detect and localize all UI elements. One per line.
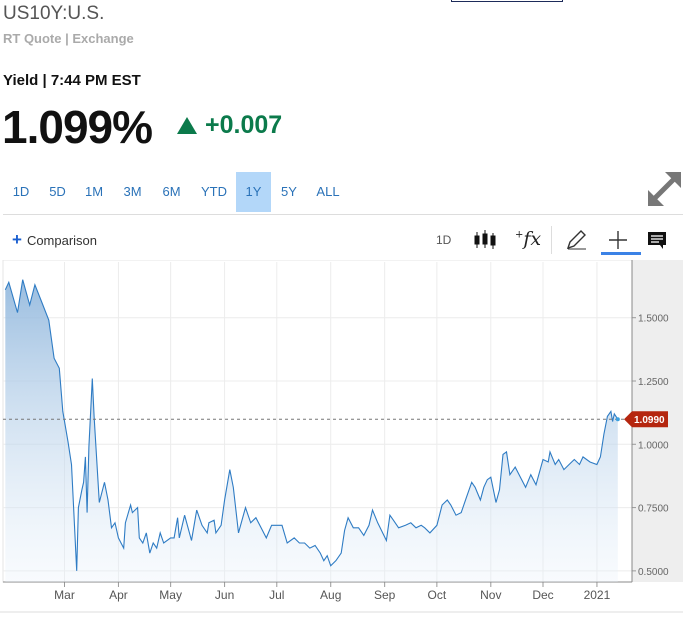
- x-tick-label: Oct: [428, 588, 447, 602]
- price-value: 1.099%: [2, 101, 153, 153]
- range-1y[interactable]: 1Y: [236, 172, 271, 212]
- crosshair-icon[interactable]: [606, 228, 630, 252]
- last-value-label: 1.0990: [634, 415, 665, 426]
- yield-chart[interactable]: 0.5000 0.7500 1.0000 1.2500 1.5000 Mar Apr May J…: [0, 260, 683, 623]
- range-1m[interactable]: 1M: [84, 184, 104, 199]
- x-tick-label: Jul: [269, 588, 284, 602]
- y-tick-label: 1.2500: [638, 377, 669, 388]
- up-arrow-icon: [177, 117, 197, 134]
- x-tick-label: Nov: [480, 588, 501, 602]
- x-tick-label: May: [159, 588, 182, 602]
- series-area: [5, 279, 618, 582]
- crosshair-active-indicator: [601, 252, 641, 255]
- x-tick-label: Mar: [54, 588, 75, 602]
- range-3m[interactable]: 3M: [123, 184, 142, 199]
- last-value-badge: [624, 411, 668, 428]
- yield-timestamp: Yield | 7:44 PM EST: [3, 72, 141, 89]
- range-5y[interactable]: 5Y: [281, 184, 297, 199]
- divider: [3, 214, 683, 215]
- x-tick-label: Apr: [109, 588, 128, 602]
- pencil-icon[interactable]: [565, 228, 589, 252]
- interval-selector[interactable]: 1D: [436, 233, 452, 247]
- x-tick-label: Jun: [215, 588, 234, 602]
- range-1d[interactable]: 1D: [12, 184, 30, 199]
- toolbar-separator: [551, 226, 552, 254]
- y-tick-label: 0.7500: [638, 504, 669, 515]
- range-all[interactable]: ALL: [316, 184, 340, 199]
- x-tick-label: Aug: [320, 588, 341, 602]
- candlestick-icon[interactable]: [473, 228, 497, 252]
- top-box-outline: [451, 0, 563, 2]
- x-tick-label: Sep: [374, 588, 396, 602]
- series-line: [4, 279, 619, 571]
- add-comparison-button[interactable]: + Comparison: [12, 230, 97, 250]
- symbol-title: US10Y:U.S.: [3, 3, 105, 24]
- x-tick-label: 2021: [584, 588, 611, 602]
- function-icon[interactable]: +fx: [515, 228, 542, 250]
- range-ytd[interactable]: YTD: [201, 184, 227, 199]
- y-tick-label: 1.5000: [638, 314, 669, 325]
- comparison-label: Comparison: [26, 233, 98, 248]
- plus-icon: +: [12, 230, 22, 249]
- x-tick-label: Dec: [532, 588, 553, 602]
- comment-icon[interactable]: [646, 228, 670, 252]
- price-change: +0.007: [205, 111, 283, 139]
- expand-icon[interactable]: [645, 168, 683, 208]
- y-tick-label: 1.0000: [638, 440, 669, 451]
- last-point-marker: [615, 417, 620, 422]
- range-6m[interactable]: 6M: [162, 184, 181, 199]
- quote-source: RT Quote | Exchange: [3, 31, 134, 46]
- y-tick-label: 0.5000: [638, 567, 669, 578]
- range-5d[interactable]: 5D: [49, 184, 66, 199]
